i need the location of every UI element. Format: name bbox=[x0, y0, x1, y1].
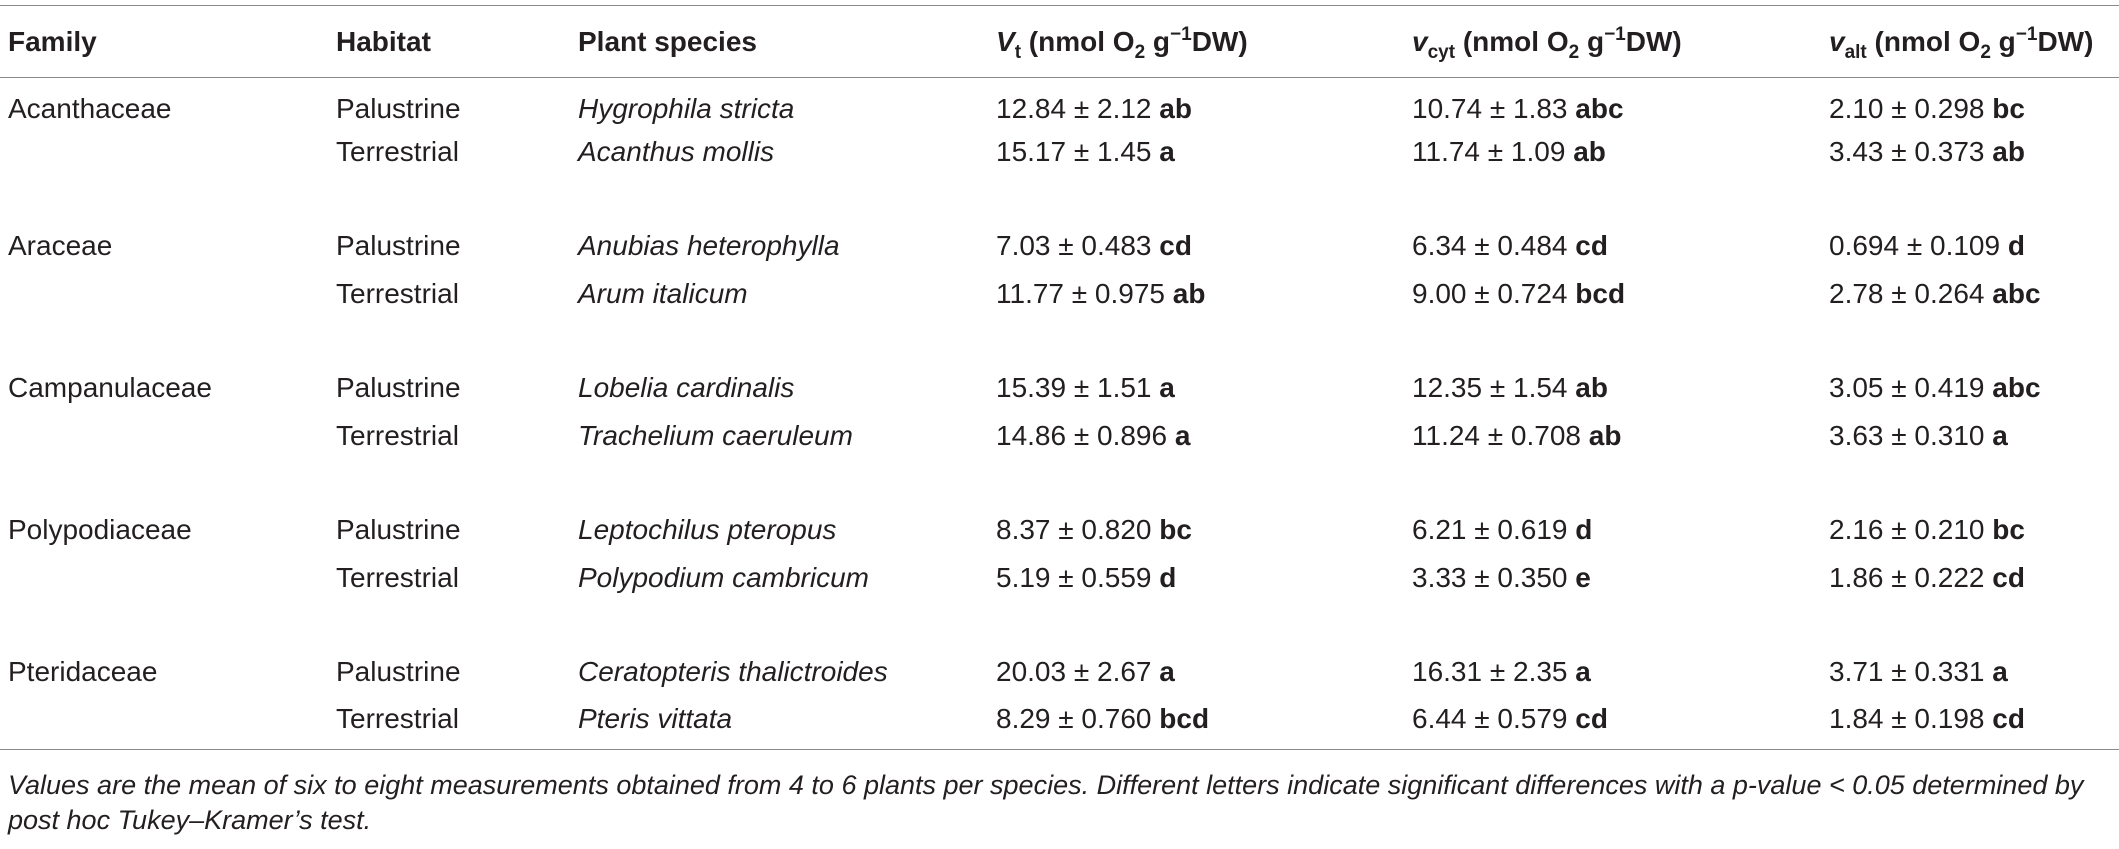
species-cell: Pteris vittata bbox=[578, 703, 733, 735]
vt-cell: 8.37 ± 0.820 bc bbox=[996, 513, 1192, 545]
valt-cell: 3.43 ± 0.373 ab bbox=[1829, 135, 2025, 167]
habitat-cell: Terrestrial bbox=[336, 561, 459, 593]
table-row: Terrestrial Trachelium caeruleum 14.86 ±… bbox=[0, 412, 2119, 460]
habitat-cell: Palustrine bbox=[336, 655, 461, 687]
group-spacer bbox=[0, 176, 2119, 222]
header-vcyt: vcyt (nmol O2 g−1DW) bbox=[1404, 5, 1821, 78]
header-species: Plant species bbox=[570, 5, 988, 78]
vt-cell: 7.03 ± 0.483 cd bbox=[996, 229, 1192, 261]
vcyt-cell: 3.33 ± 0.350 e bbox=[1412, 561, 1591, 593]
valt-cell: 1.86 ± 0.222 cd bbox=[1829, 561, 2025, 593]
family-cell bbox=[0, 270, 328, 318]
group-spacer bbox=[0, 318, 2119, 364]
vcyt-cell: 6.21 ± 0.619 d bbox=[1412, 513, 1593, 545]
species-cell: Leptochilus pteropus bbox=[578, 513, 837, 545]
vcyt-cell: 9.00 ± 0.724 bcd bbox=[1412, 277, 1626, 309]
family-cell bbox=[0, 554, 328, 602]
vcyt-cell: 6.34 ± 0.484 cd bbox=[1412, 229, 1608, 261]
header-row: Family Habitat Plant species Vt (nmol O2… bbox=[0, 5, 2119, 78]
vcyt-cell: 6.44 ± 0.579 cd bbox=[1412, 703, 1608, 735]
habitat-cell: Palustrine bbox=[336, 229, 461, 261]
respiration-table: Family Habitat Plant species Vt (nmol O2… bbox=[0, 5, 2119, 750]
group-spacer bbox=[0, 602, 2119, 648]
table-row: Terrestrial Pteris vittata 8.29 ± 0.760 … bbox=[0, 696, 2119, 750]
family-cell: Campanulaceae bbox=[8, 371, 212, 403]
species-cell: Arum italicum bbox=[578, 277, 748, 309]
family-cell: Acanthaceae bbox=[8, 92, 172, 124]
vt-cell: 15.17 ± 1.45 a bbox=[996, 135, 1175, 167]
vt-cell: 15.39 ± 1.51 a bbox=[996, 371, 1175, 403]
table-row: Acanthaceae Palustrine Hygrophila strict… bbox=[0, 78, 2119, 128]
habitat-cell: Terrestrial bbox=[336, 135, 459, 167]
habitat-cell: Palustrine bbox=[336, 92, 461, 124]
habitat-cell: Palustrine bbox=[336, 371, 461, 403]
species-cell: Acanthus mollis bbox=[578, 135, 775, 167]
vt-cell: 11.77 ± 0.975 ab bbox=[996, 277, 1206, 309]
family-cell: Araceae bbox=[8, 229, 113, 261]
species-cell: Hygrophila stricta bbox=[578, 92, 795, 124]
family-cell bbox=[0, 696, 328, 750]
vt-cell: 5.19 ± 0.559 d bbox=[996, 561, 1177, 593]
valt-cell: 3.71 ± 0.331 a bbox=[1829, 655, 2008, 687]
valt-cell: 3.63 ± 0.310 a bbox=[1829, 419, 2008, 451]
vcyt-cell: 12.35 ± 1.54 ab bbox=[1412, 371, 1608, 403]
group-spacer bbox=[0, 460, 2119, 506]
vt-cell: 20.03 ± 2.67 a bbox=[996, 655, 1175, 687]
family-cell bbox=[0, 412, 328, 460]
species-cell: Anubias heterophylla bbox=[578, 229, 840, 261]
vt-cell: 8.29 ± 0.760 bcd bbox=[996, 703, 1210, 735]
habitat-cell: Terrestrial bbox=[336, 419, 459, 451]
valt-cell: 1.84 ± 0.198 cd bbox=[1829, 703, 2025, 735]
habitat-cell: Terrestrial bbox=[336, 277, 459, 309]
vcyt-cell: 16.31 ± 2.35 a bbox=[1412, 655, 1591, 687]
species-cell: Trachelium caeruleum bbox=[578, 419, 853, 451]
vcyt-cell: 10.74 ± 1.83 abc bbox=[1412, 92, 1624, 124]
species-cell: Polypodium cambricum bbox=[578, 561, 869, 593]
valt-cell: 3.05 ± 0.419 abc bbox=[1829, 371, 2041, 403]
vcyt-cell: 11.24 ± 0.708 ab bbox=[1412, 419, 1622, 451]
header-family: Family bbox=[0, 5, 328, 78]
header-habitat: Habitat bbox=[328, 5, 570, 78]
header-valt: valt (nmol O2 g−1DW) bbox=[1821, 5, 2119, 78]
species-cell: Lobelia cardinalis bbox=[578, 371, 795, 403]
vt-cell: 12.84 ± 2.12 ab bbox=[996, 92, 1192, 124]
valt-cell: 2.10 ± 0.298 bc bbox=[1829, 92, 2025, 124]
table-row: Terrestrial Polypodium cambricum 5.19 ± … bbox=[0, 554, 2119, 602]
vt-cell: 14.86 ± 0.896 a bbox=[996, 419, 1191, 451]
vcyt-cell: 11.74 ± 1.09 ab bbox=[1412, 135, 1606, 167]
species-cell: Ceratopteris thalictroides bbox=[578, 655, 888, 687]
table-row: Campanulaceae Palustrine Lobelia cardina… bbox=[0, 364, 2119, 412]
table-row: Terrestrial Arum italicum 11.77 ± 0.975 … bbox=[0, 270, 2119, 318]
table-row: Araceae Palustrine Anubias heterophylla … bbox=[0, 222, 2119, 270]
table-footnote: Values are the mean of six to eight meas… bbox=[8, 770, 2084, 835]
family-cell: Polypodiaceae bbox=[8, 513, 192, 545]
valt-cell: 2.78 ± 0.264 abc bbox=[1829, 277, 2041, 309]
valt-cell: 0.694 ± 0.109 d bbox=[1829, 229, 2025, 261]
table-row: Pteridaceae Palustrine Ceratopteris thal… bbox=[0, 648, 2119, 696]
habitat-cell: Palustrine bbox=[336, 513, 461, 545]
habitat-cell: Terrestrial bbox=[336, 703, 459, 735]
table-row: Terrestrial Acanthus mollis 15.17 ± 1.45… bbox=[0, 128, 2119, 176]
valt-cell: 2.16 ± 0.210 bc bbox=[1829, 513, 2025, 545]
family-cell: Pteridaceae bbox=[8, 655, 158, 687]
table-row: Polypodiaceae Palustrine Leptochilus pte… bbox=[0, 506, 2119, 554]
family-cell bbox=[0, 128, 328, 176]
header-vt: Vt (nmol O2 g−1DW) bbox=[988, 5, 1404, 78]
